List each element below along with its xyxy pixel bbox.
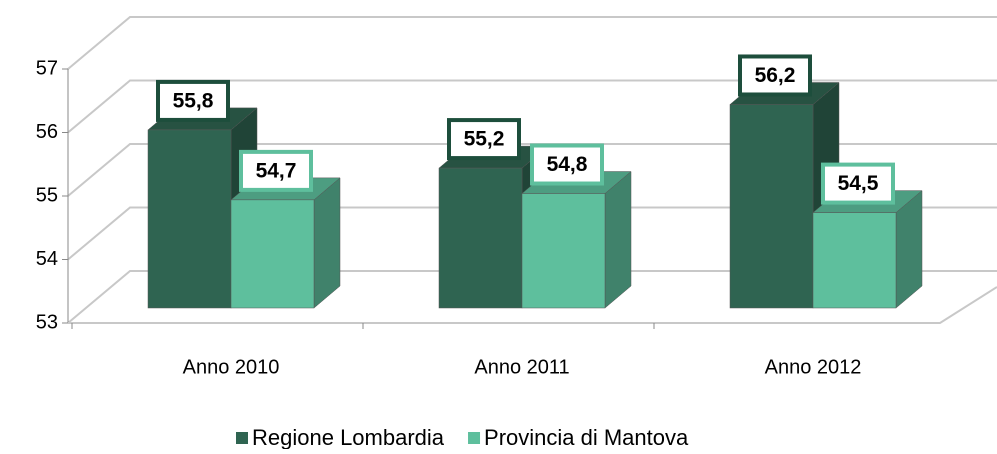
label-box	[738, 54, 812, 97]
data-label: 54,8	[547, 153, 588, 176]
legend-swatch	[236, 432, 248, 444]
grid-line	[67, 16, 997, 70]
y-tick-label: 55	[36, 184, 58, 206]
x-tick-label: Anno 2011	[474, 356, 569, 378]
bar-front	[147, 129, 232, 309]
data-label: 55,8	[173, 89, 214, 112]
data-label: 54,5	[838, 172, 879, 195]
label-box	[821, 162, 895, 205]
label-box	[447, 118, 521, 161]
data-label: 54,7	[256, 159, 297, 182]
bar	[521, 170, 632, 309]
bar-side	[604, 170, 632, 309]
bar	[812, 190, 923, 309]
bar-front	[230, 199, 315, 309]
legend-swatch	[468, 432, 481, 444]
floor-edge	[68, 286, 997, 324]
label-box	[530, 143, 604, 186]
bar-front	[438, 167, 523, 309]
x-tick-label: Anno 2010	[183, 356, 280, 378]
y-tick-label: 57	[36, 57, 58, 79]
grid: 53 54 55 56 57 Anno 2010 Anno 2011 Anno 2012	[36, 16, 997, 378]
y-tick-label: 54	[36, 248, 58, 270]
y-tick-label: 56	[36, 121, 58, 143]
grid-line	[67, 270, 997, 324]
y-tick-label: 53	[36, 311, 58, 333]
label-box	[156, 79, 230, 122]
bars: 55,8 54,7 55,2 54,8 56,2 54,5	[147, 54, 923, 309]
bar-front	[812, 212, 897, 309]
label-box	[239, 149, 313, 192]
grid-line	[67, 206, 997, 261]
legend-label: Provincia di Mantova	[484, 425, 689, 449]
bar	[230, 177, 341, 309]
legend-label: Regione Lombardia	[252, 425, 445, 449]
bar-front	[729, 104, 814, 309]
bar-side	[313, 177, 341, 309]
grid-line	[67, 79, 997, 134]
data-label: 56,2	[755, 64, 796, 87]
data-label: 55,2	[464, 128, 505, 151]
bar-front	[521, 193, 606, 309]
x-tick-label: Anno 2012	[765, 356, 862, 378]
grid-line	[67, 143, 997, 197]
